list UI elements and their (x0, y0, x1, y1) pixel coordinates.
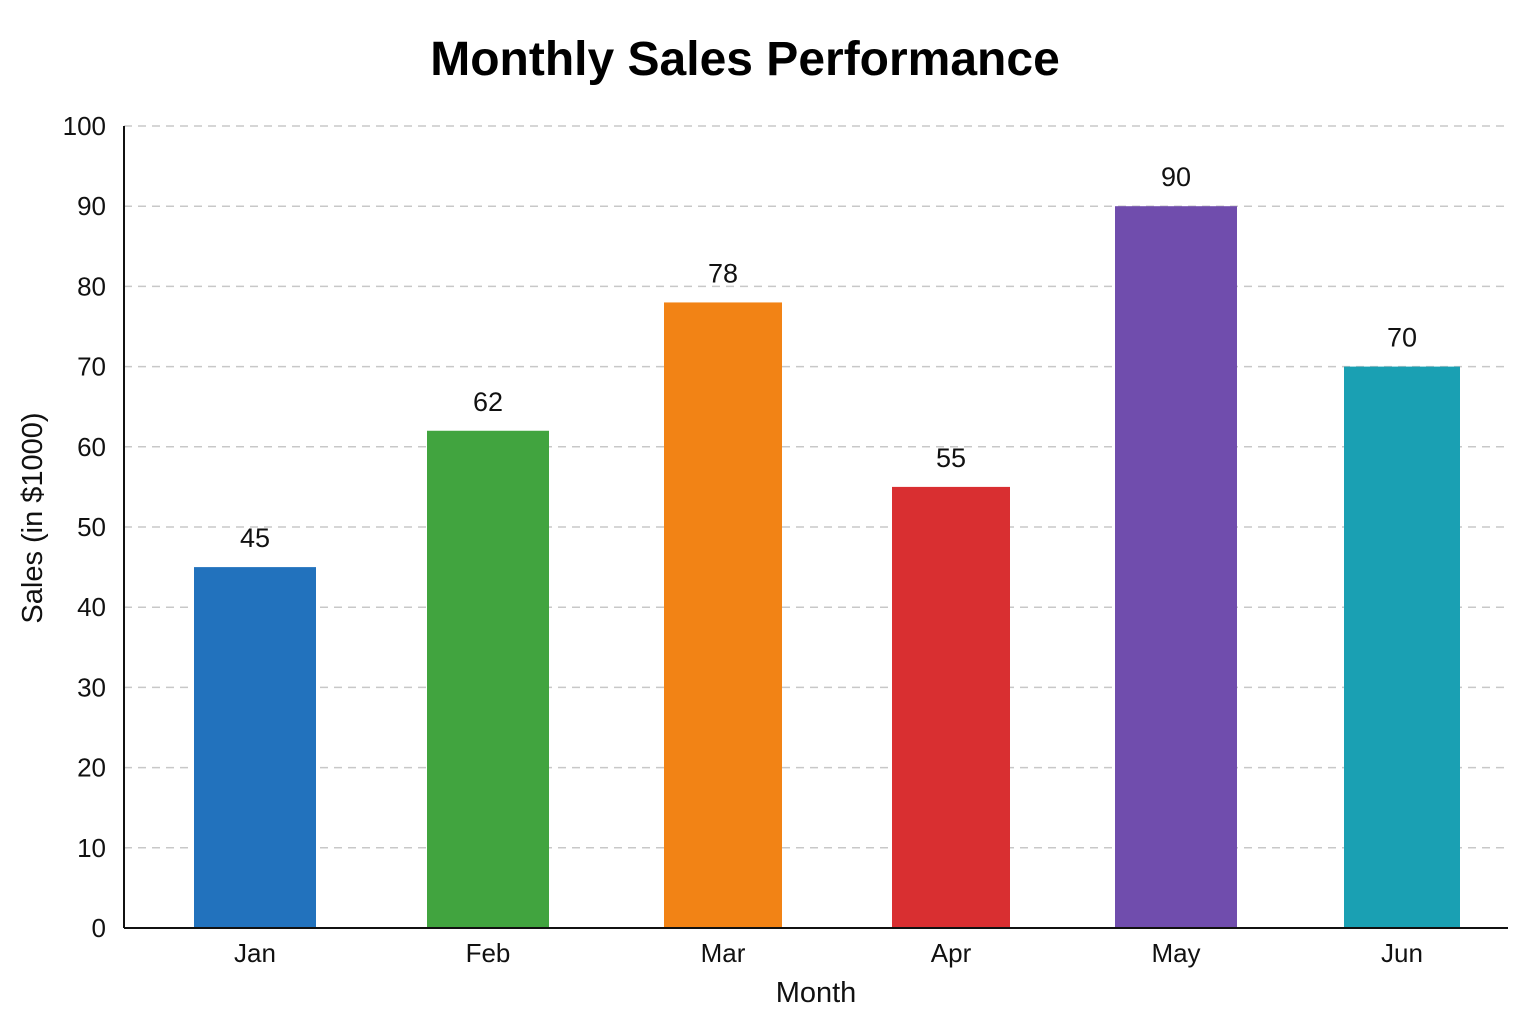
y-tick-label: 70 (77, 352, 106, 382)
x-tick-label: Jun (1381, 938, 1423, 968)
y-axis-title: Sales (in $1000) (17, 412, 49, 623)
y-axis-ticks: 0 10 20 30 40 50 60 70 80 90 100 (63, 111, 106, 943)
x-tick-label: Apr (931, 938, 972, 968)
x-tick-label: Mar (701, 938, 746, 968)
data-label: 78 (708, 258, 738, 288)
bar-jan (194, 567, 316, 928)
bar-may (1115, 206, 1237, 928)
y-tick-label: 80 (77, 271, 106, 301)
x-tick-label: Jan (234, 938, 276, 968)
y-tick-label: 10 (77, 833, 106, 863)
data-label: 45 (240, 523, 270, 553)
x-axis-ticks: Jan Feb Mar Apr May Jun (234, 938, 1423, 968)
bar-apr (892, 486, 1010, 928)
data-label: 90 (1161, 162, 1191, 192)
y-tick-label: 60 (77, 432, 106, 462)
x-tick-label: Feb (466, 938, 511, 968)
x-axis-title: Month (776, 977, 857, 1009)
y-tick-label: 100 (63, 111, 106, 141)
x-tick-label: May (1151, 938, 1200, 968)
data-label: 70 (1387, 323, 1417, 353)
bars (194, 206, 1460, 929)
y-tick-label: 0 (92, 913, 106, 943)
gridlines (124, 125, 1508, 849)
bar-mar (664, 302, 782, 928)
y-tick-label: 30 (77, 672, 106, 702)
y-tick-label: 50 (77, 512, 106, 542)
data-label: 62 (473, 387, 503, 417)
bar-feb (427, 430, 549, 928)
y-tick-label: 90 (77, 191, 106, 221)
y-tick-label: 20 (77, 753, 106, 783)
bar-jun (1344, 366, 1460, 929)
y-tick-label: 40 (77, 592, 106, 622)
data-labels: 45 62 78 55 90 70 (240, 162, 1417, 553)
chart-title: Monthly Sales Performance (430, 33, 1060, 86)
data-label: 55 (936, 443, 966, 473)
